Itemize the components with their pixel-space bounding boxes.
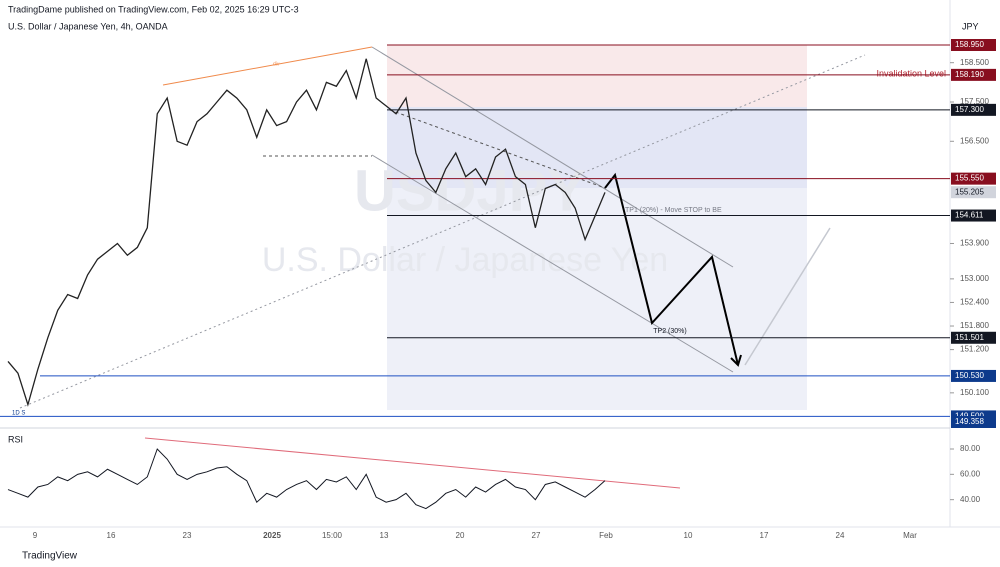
x-tick-label: 10 [684,531,693,540]
rsi-tick-label: 80.00 [960,444,981,453]
watermark: USDJPY [354,158,586,223]
support-label: 1D S [12,411,25,417]
div-line [162,46,373,86]
price-line [7,58,606,407]
level-badge [951,186,996,199]
level-label: 158.950 [955,40,984,49]
level-label: 150.530 [955,371,984,380]
y-tick-label: 152.400 [960,298,989,307]
level-badge [951,331,996,344]
y-tick-label: 153.900 [960,239,989,248]
rsi-tick-label: 40.00 [960,495,981,504]
x-tick-label: 13 [380,531,389,540]
x-tick-label: 2025 [263,531,281,540]
level-label: 155.205 [955,187,984,196]
level-badge [951,39,996,51]
level-badge [951,369,996,382]
level-badge [951,103,996,116]
rsi-tick-label: 60.00 [960,469,981,478]
level-label: 157.300 [955,105,984,114]
level-label: 151.501 [955,333,984,342]
tp1-label: TP1 (20%) - Move STOP to BE [625,207,722,214]
level-label: 155.550 [955,174,984,183]
x-tick-label: 20 [456,531,465,540]
level-badge [951,172,996,185]
invalidation-label: Invalidation Level [876,68,946,78]
level-label: 149.358 [955,417,984,426]
projection [744,227,831,366]
watermark: U.S. Dollar / Japanese Yen [262,241,668,279]
x-tick-label: 27 [532,531,541,540]
x-tick-label: Mar [903,531,917,540]
level-badge [951,416,996,428]
symbol: U.S. Dollar / Japanese Yen, 4h, OANDA [8,21,168,31]
y-tick-label: 156.500 [960,136,989,145]
y-tick-label: 158.500 [960,58,989,67]
risk-zone [387,45,807,107]
x-tick-label: 15:00 [322,531,343,540]
projection [604,172,739,366]
rsi-title: RSI [8,434,23,444]
currency: JPY [962,21,979,31]
x-tick-label: 17 [760,531,769,540]
level-badge [951,68,996,81]
y-tick-label: 150.100 [960,388,989,397]
x-tick-label: 23 [183,531,192,540]
x-tick-label: Feb [599,531,613,540]
y-tick-label: 153.000 [960,274,989,283]
level-badge [951,209,996,222]
y-tick-label: 151.200 [960,345,989,354]
footer: TradingView [22,551,78,562]
arrow-head [730,354,742,367]
level-label: 158.190 [955,70,984,79]
x-tick-label: 9 [33,531,38,540]
rsi-line [7,448,606,510]
channel [371,46,734,268]
reward-zone [387,107,807,188]
target-zone [387,188,807,410]
y-tick-label: 151.800 [960,321,989,330]
div-label: div [273,61,280,67]
rsi-trend [144,437,681,489]
publisher: TradingDame published on TradingView.com… [8,4,299,14]
channel [371,154,734,373]
x-tick-label: 24 [836,531,845,540]
level-label: 154.611 [955,211,984,220]
tp2-label: TP2 (30%) [653,328,686,335]
y-tick-label: 157.500 [960,97,989,106]
range [389,109,606,189]
x-tick-label: 16 [107,531,116,540]
